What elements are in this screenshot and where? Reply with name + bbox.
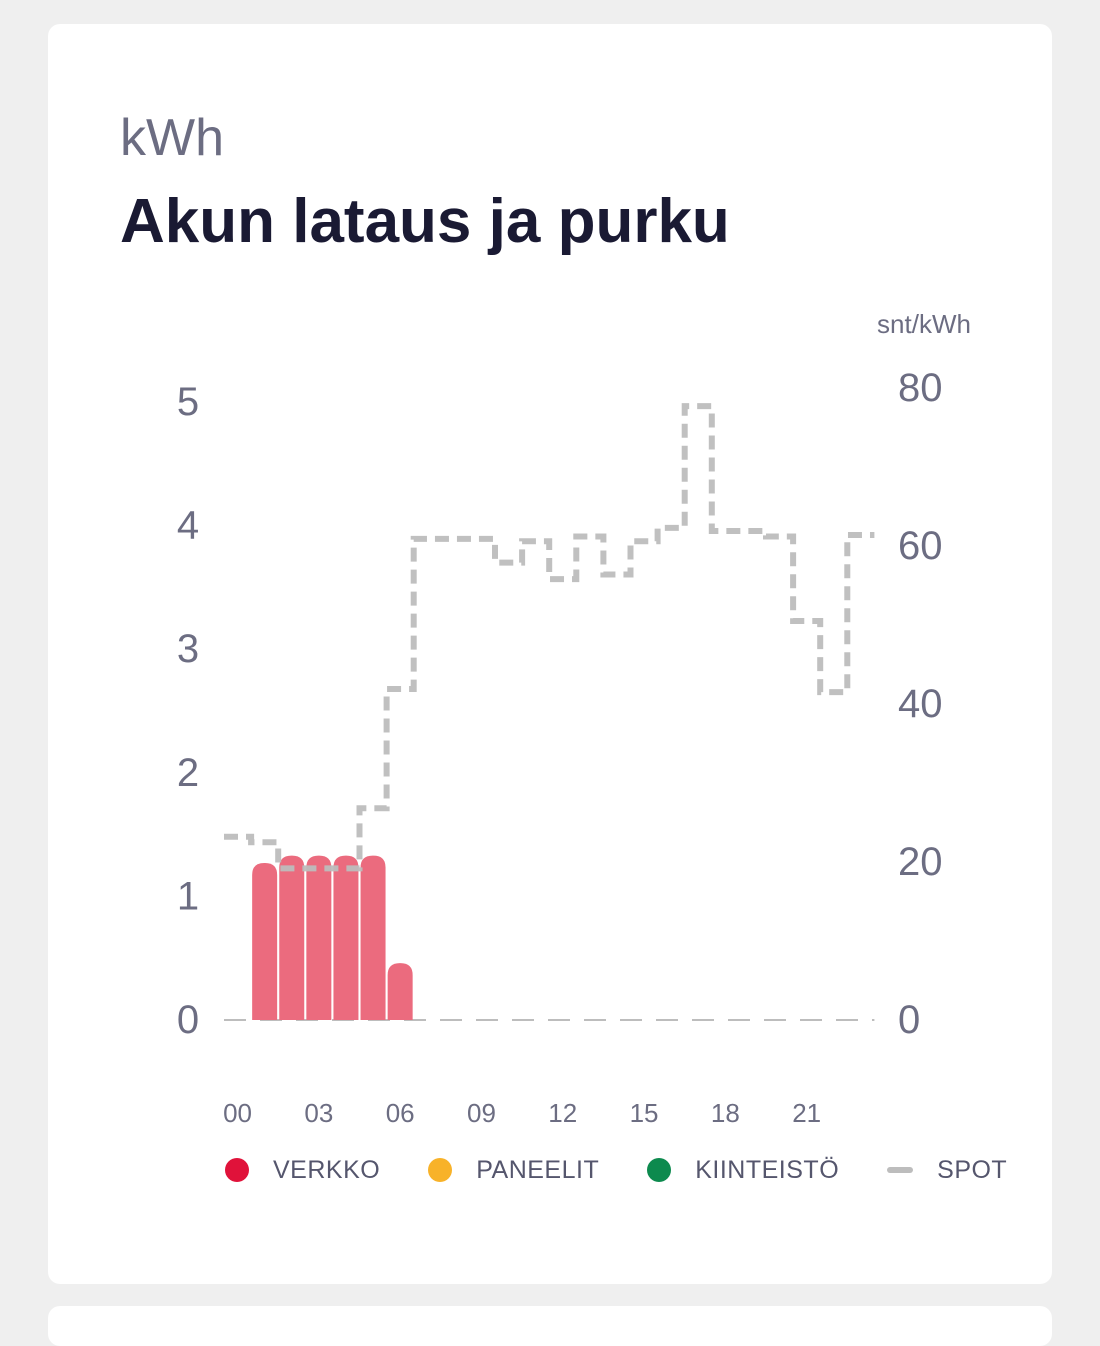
right-axis-unit-label: snt/kWh [877, 309, 971, 339]
bar-verkko [252, 863, 278, 1020]
legend-label: SPOT [937, 1155, 1008, 1184]
spot-price-line [224, 403, 875, 872]
unit-label: kWh [120, 109, 224, 167]
bar-verkko [279, 855, 305, 1020]
right-axis-tick-label: 0 [898, 998, 920, 1042]
left-axis-tick-label: 4 [177, 504, 199, 548]
legend-item-spot[interactable]: SPOT [887, 1156, 1007, 1185]
left-axis-tick-label: 2 [177, 751, 199, 795]
x-axis-tick-label: 18 [711, 1098, 740, 1128]
x-axis-tick-label: 12 [548, 1098, 577, 1128]
x-axis-tick-label: 06 [386, 1098, 415, 1128]
right-axis-tick-label: 60 [898, 524, 943, 568]
x-axis-tick-label: 15 [630, 1098, 659, 1128]
x-axis-tick-label: 00 [223, 1098, 252, 1128]
verkko-dot-icon [225, 1158, 249, 1182]
battery-chart-card [48, 24, 1052, 1284]
legend-item-verkko[interactable]: VERKKO [225, 1156, 380, 1185]
chart-title: Akun lataus ja purku [120, 187, 730, 256]
bar-verkko [306, 855, 332, 1020]
legend-label: VERKKO [273, 1155, 381, 1184]
legend-label: KIINTEISTÖ [695, 1155, 840, 1184]
left-axis-tick-label: 0 [177, 998, 199, 1042]
paneelit-dot-icon [428, 1158, 453, 1182]
x-axis-tick-label: 21 [792, 1098, 821, 1128]
left-axis-tick-label: 1 [177, 874, 199, 918]
bar-verkko [333, 855, 359, 1020]
legend-label: PANEELIT [476, 1155, 600, 1184]
right-axis-tick-label: 40 [898, 682, 943, 726]
bar-verkko [360, 855, 386, 1020]
left-axis-tick-label: 3 [177, 627, 199, 671]
right-axis-tick-label: 80 [898, 366, 943, 410]
x-axis-tick-label: 09 [467, 1098, 496, 1128]
kiinteisto-dot-icon [647, 1158, 672, 1182]
spot-dash-icon [887, 1167, 914, 1173]
legend-item-kiinteisto[interactable]: KIINTEISTÖ [647, 1156, 839, 1185]
right-axis-tick-label: 20 [898, 840, 943, 884]
legend-item-paneelit[interactable]: PANEELIT [428, 1156, 599, 1185]
bar-verkko [387, 963, 413, 1020]
x-axis-tick-label: 03 [304, 1098, 333, 1128]
left-axis-tick-label: 5 [177, 380, 199, 424]
chart-legend: VERKKO PANEELIT KIINTEISTÖ SPOT [225, 1150, 1007, 1190]
